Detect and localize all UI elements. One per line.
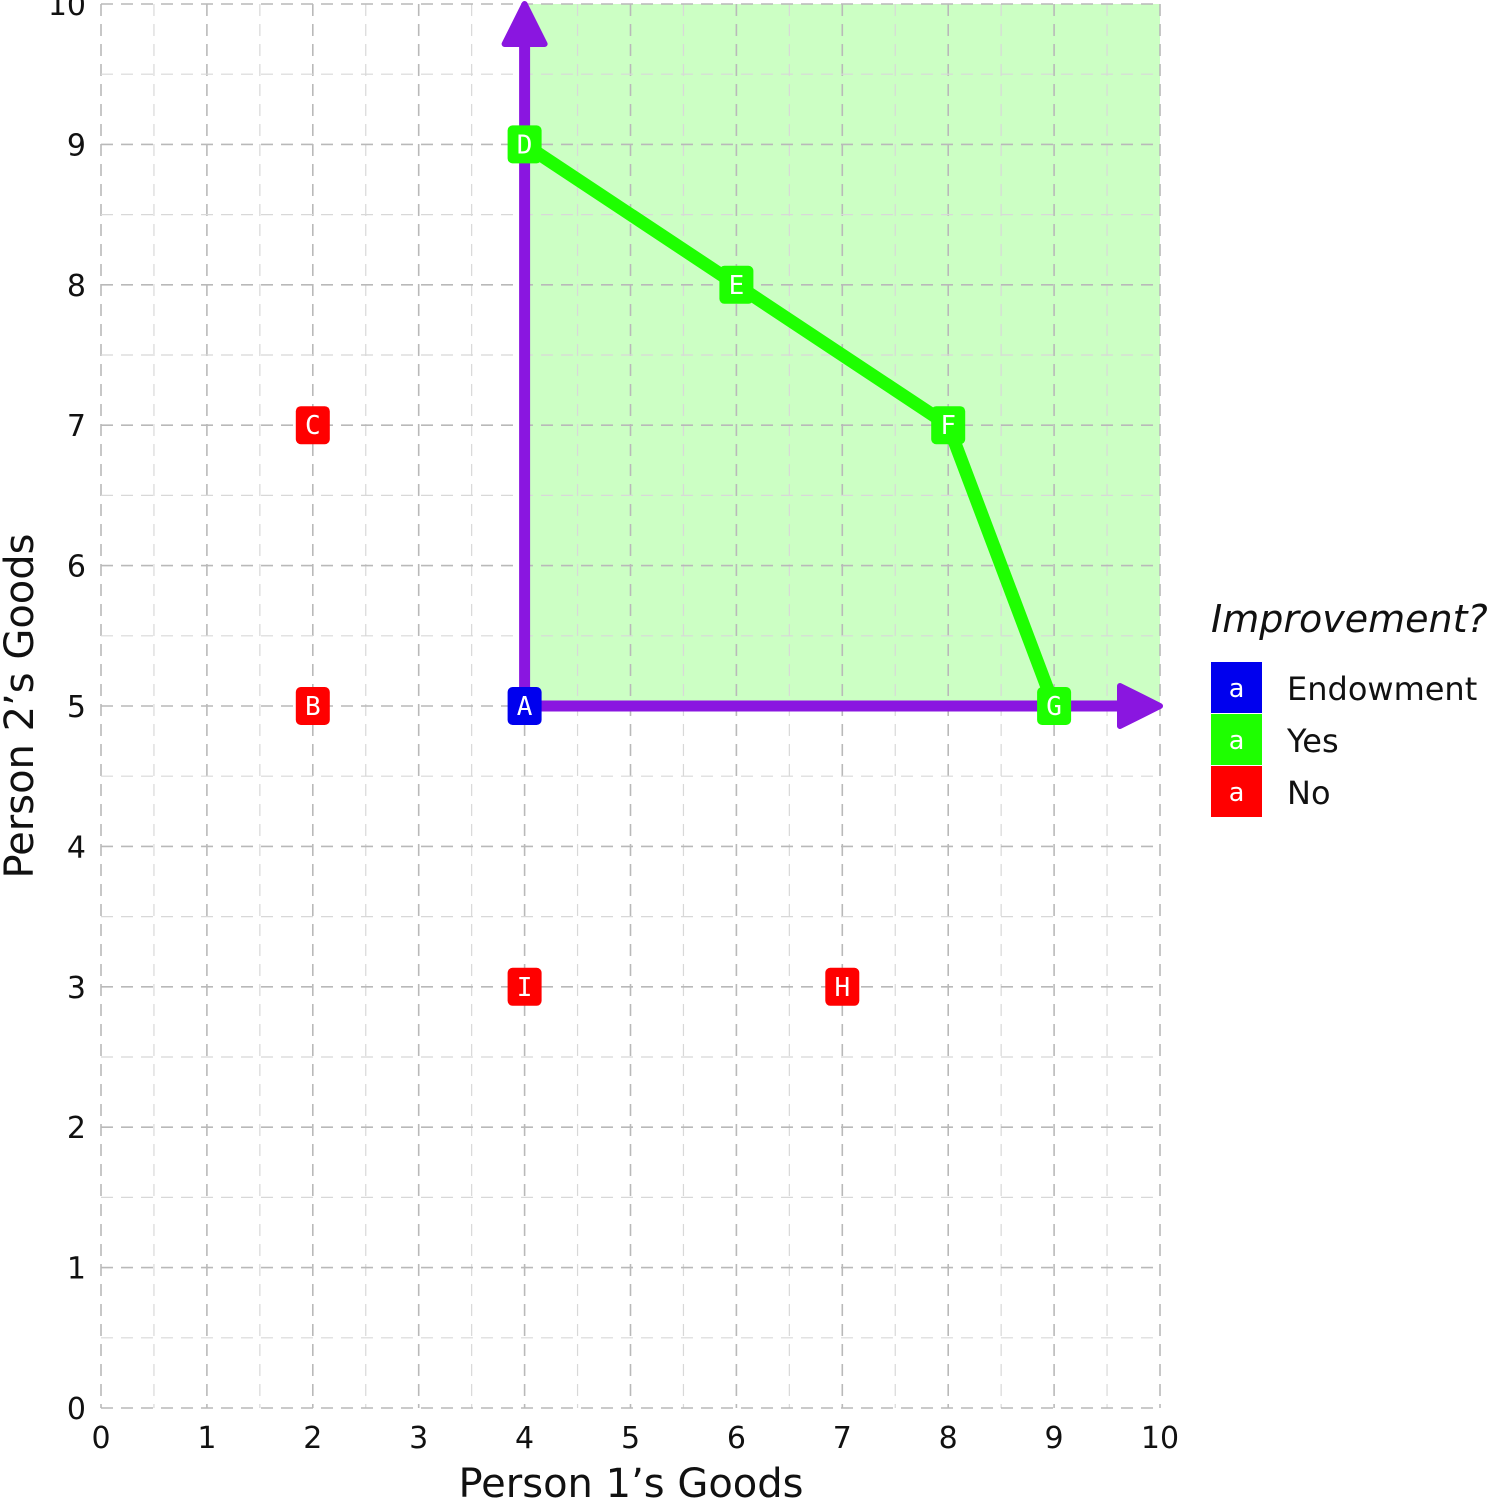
point-label-box bbox=[825, 967, 860, 1006]
point-label-box bbox=[507, 967, 542, 1006]
y-tick-label: 1 bbox=[67, 1252, 86, 1287]
point-C: C bbox=[295, 406, 330, 445]
point-D: D bbox=[507, 125, 542, 164]
legend: Improvement? a Endowment a Yes a No bbox=[1211, 597, 1488, 817]
legend-key-swatch bbox=[1211, 766, 1262, 817]
y-tick-label: 7 bbox=[67, 409, 86, 444]
legend-entry-label: Endowment bbox=[1287, 670, 1477, 708]
legend-key-glyph: a bbox=[1229, 778, 1245, 808]
point-layer: A B C D E F G H I bbox=[295, 125, 1072, 1006]
legend-key-glyph: a bbox=[1229, 674, 1245, 704]
x-tick-label: 2 bbox=[303, 1421, 322, 1456]
x-tick-label: 4 bbox=[515, 1421, 534, 1456]
y-tick-label: 10 bbox=[48, 0, 86, 23]
point-label: B bbox=[305, 692, 321, 722]
point-label: I bbox=[517, 973, 533, 1003]
x-tick-label: 0 bbox=[91, 1421, 110, 1456]
x-tick-label: 8 bbox=[939, 1421, 958, 1456]
frontier-layer bbox=[518, 137, 1061, 713]
point-label: H bbox=[834, 973, 850, 1003]
point-label: E bbox=[729, 271, 745, 301]
x-tick-label: 1 bbox=[197, 1421, 216, 1456]
y-tick-layer: 0 1 2 3 4 5 6 7 8 9 10 bbox=[48, 0, 86, 1427]
y-tick-label: 2 bbox=[67, 1111, 86, 1146]
point-label: G bbox=[1046, 692, 1062, 722]
arrow-right-head bbox=[1117, 683, 1163, 729]
point-label-box bbox=[719, 265, 754, 304]
y-axis-title: Person 2’s Goods bbox=[0, 533, 43, 878]
legend-key-swatch bbox=[1211, 662, 1262, 713]
x-axis-title: Person 1’s Goods bbox=[458, 1461, 803, 1507]
point-label-box bbox=[1037, 687, 1072, 725]
point-E: E bbox=[719, 265, 754, 304]
point-label: C bbox=[305, 411, 321, 441]
point-G: G bbox=[1037, 687, 1072, 725]
point-label: D bbox=[517, 130, 533, 160]
y-tick-label: 6 bbox=[67, 550, 86, 585]
point-label-box bbox=[931, 406, 966, 445]
x-tick-layer: 0 1 2 3 4 5 6 7 8 9 10 bbox=[91, 1421, 1179, 1456]
arrow-up-head bbox=[501, 1, 548, 47]
legend-title: Improvement? bbox=[1211, 597, 1488, 641]
point-B: B bbox=[295, 687, 330, 725]
x-tick-label: 5 bbox=[621, 1421, 640, 1456]
y-tick-label: 4 bbox=[67, 830, 86, 865]
point-label-box bbox=[507, 687, 542, 725]
y-tick-label: 9 bbox=[67, 128, 86, 163]
x-tick-label: 3 bbox=[409, 1421, 428, 1456]
y-tick-label: 8 bbox=[67, 269, 86, 304]
x-tick-label: 10 bbox=[1141, 1421, 1179, 1456]
point-label-box bbox=[507, 125, 542, 164]
frontier-line bbox=[518, 137, 1061, 713]
x-tick-label: 7 bbox=[833, 1421, 852, 1456]
y-tick-label: 5 bbox=[67, 690, 86, 725]
point-label-box bbox=[295, 406, 330, 445]
point-A: A bbox=[507, 687, 542, 725]
point-H: H bbox=[825, 967, 860, 1006]
point-I: I bbox=[507, 967, 542, 1006]
legend-entry-label: Yes bbox=[1286, 722, 1339, 760]
legend-key-glyph: a bbox=[1229, 726, 1245, 756]
point-label: F bbox=[940, 411, 956, 441]
legend-entry-label: No bbox=[1287, 774, 1331, 812]
x-tick-label: 9 bbox=[1045, 1421, 1064, 1456]
y-tick-label: 3 bbox=[67, 971, 86, 1006]
point-label-box bbox=[295, 687, 330, 725]
x-tick-label: 6 bbox=[727, 1421, 746, 1456]
point-F: F bbox=[931, 406, 966, 445]
y-tick-label: 0 bbox=[67, 1392, 86, 1427]
legend-key-swatch bbox=[1211, 714, 1262, 765]
point-label: A bbox=[517, 692, 533, 722]
